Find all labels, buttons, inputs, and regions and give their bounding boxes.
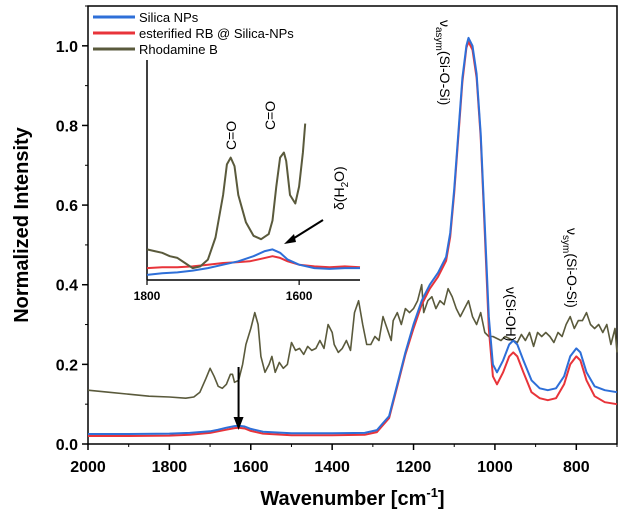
x-tick-label: 1200 xyxy=(396,459,432,476)
label-vsym-si-o-si: νsym(Si-O-Si) xyxy=(560,228,580,308)
y-tick-label: 0.2 xyxy=(56,357,78,374)
inset-series-rhodamine-b xyxy=(146,123,307,270)
inset-x-tick-label: 1800 xyxy=(134,289,161,303)
label-vsym-tail: (Si-O-Si) xyxy=(564,253,580,307)
inset-x-tick-label: 1600 xyxy=(286,289,313,303)
inset-label-delta-h2o-main: δ(H xyxy=(331,187,347,210)
inset-background xyxy=(147,60,360,280)
x-axis-title-sup: -1 xyxy=(426,485,438,500)
x-axis-title-main: Wavenumber [cm xyxy=(260,488,426,510)
x-axis-title-tail: ] xyxy=(438,488,445,510)
x-tick-label: 1600 xyxy=(233,459,269,476)
inset-arrow-line xyxy=(290,219,324,241)
y-tick-label: 1.0 xyxy=(56,39,78,56)
label-vasym-tail: (Si-O-Si) xyxy=(437,51,453,105)
inset-label-carbonyl-2: C=O xyxy=(262,101,278,130)
inset-label-delta-h2o-sub: 2 xyxy=(340,181,351,187)
inset-arrow-head xyxy=(284,234,296,244)
series-line-rhodamine-b xyxy=(87,283,618,399)
inset-label-carbonyl-1: C=O xyxy=(223,121,239,150)
legend-label: esterified RB @ Silica-NPs xyxy=(139,26,294,41)
y-tick-label: 0.4 xyxy=(56,278,78,295)
y-tick-label: 0.6 xyxy=(56,198,78,215)
y-tick-label: 0.8 xyxy=(56,118,78,135)
inset-layer: 1800 1600 C=O C=O δ(H2O) xyxy=(134,60,361,303)
x-axis-title: Wavenumber [cm-1] xyxy=(260,485,444,510)
x-tick-label: 2000 xyxy=(70,459,106,476)
annotation-layer: νasym(Si-O-Si)ν(Si-OH)νsym(Si-O-Si) xyxy=(233,20,580,430)
label-v-si-oh: ν(Si-OH) xyxy=(503,287,519,341)
series-line-silica-nps xyxy=(88,36,618,435)
label-vsym-sub: sym xyxy=(560,235,571,253)
inset-series-silica-nps xyxy=(146,248,360,276)
label-vasym-si-o-si: νasym(Si-O-Si) xyxy=(433,20,453,105)
axis-layer: 2000 1800 1600 1400 1200 1000 800 0.0 0.2 0.4 0.6 0… xyxy=(11,5,618,510)
inset-series-esterified-rb-silica-nps xyxy=(146,255,361,270)
series-layer xyxy=(87,36,618,437)
plot-frame xyxy=(87,5,618,445)
inset-label-delta-h2o-tail: O) xyxy=(331,166,347,182)
label-vasym-main: ν xyxy=(437,20,453,27)
label-vsym-main: ν xyxy=(564,228,580,235)
legend-label: Rhodamine B xyxy=(139,42,218,57)
x-tick-label: 800 xyxy=(563,459,590,476)
y-axis-title: Normalized Intensity xyxy=(11,126,33,322)
x-tick-label: 1400 xyxy=(314,459,350,476)
legend-label: Silica NPs xyxy=(139,10,199,25)
y-tick-label: 0.0 xyxy=(56,437,78,454)
x-tick-label: 1000 xyxy=(477,459,513,476)
x-tick-label: 1800 xyxy=(152,459,188,476)
inset-label-delta-h2o: δ(H2O) xyxy=(331,166,351,210)
label-vasym-sub: asym xyxy=(433,27,444,51)
plot-frame-layer xyxy=(87,5,618,445)
main-arrow-head xyxy=(233,417,244,430)
